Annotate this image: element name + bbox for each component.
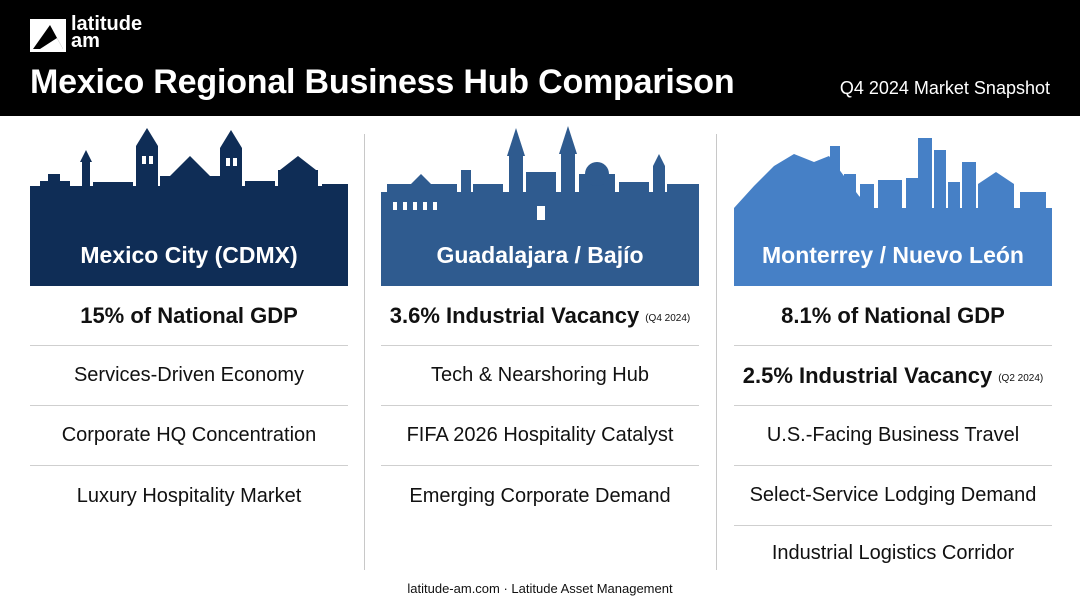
hub-feature-row: FIFA 2026 Hospitality Catalyst [381, 406, 699, 466]
hub-feature-text: Tech & Nearshoring Hub [431, 364, 649, 386]
hub-feature-row: Select-Service Lodging Demand [734, 466, 1052, 526]
hub-column-monterrey: Monterrey / Nuevo León 8.1% of National … [734, 126, 1052, 580]
hub-feature-text: Industrial Logistics Corridor [771, 541, 1015, 564]
hub-name-banner: Mexico City (CDMX) [30, 224, 348, 286]
monterrey-skyline-icon [734, 138, 1052, 224]
hub-feature-text: Select-Service Lodging Demand [749, 484, 1037, 506]
hub-feature-row: U.S.-Facing Business Travel [734, 406, 1052, 466]
hub-column-guadalajara: Guadalajara / Bajío 3.6% Industrial Vaca… [381, 126, 699, 526]
hub-feature-text: Luxury Hospitality Market [76, 484, 302, 507]
hub-metric-text: 8.1% of National GDP [781, 302, 1005, 328]
hub-metric-row: 8.1% of National GDP [734, 286, 1052, 346]
mexico-city-skyline-icon [30, 128, 348, 224]
hub-metric-text: 3.6% Industrial Vacancy [389, 302, 640, 328]
column-divider [364, 134, 365, 570]
hub-metric-row: 15% of National GDP [30, 286, 348, 346]
brand-line-2: am [71, 30, 100, 52]
brand-logo: latitude am [30, 13, 180, 56]
hub-feature-row: Corporate HQ Concentration [30, 406, 348, 466]
hub-feature-text: Emerging Corporate Demand [409, 484, 671, 507]
hub-feature-row: Luxury Hospitality Market [30, 466, 348, 526]
page-subtitle: Q4 2024 Market Snapshot [839, 78, 1050, 98]
header-bar: latitude am Mexico Regional Business Hub… [0, 0, 1080, 116]
guadalajara-skyline-icon [381, 126, 699, 224]
hub-feature-text: Services-Driven Economy [73, 364, 305, 386]
page-title: Mexico Regional Business Hub Comparison [30, 63, 735, 101]
hub-feature-text: U.S.-Facing Business Travel [766, 424, 1020, 446]
hub-column-cdmx: Mexico City (CDMX) 15% of National GDP S… [30, 126, 348, 526]
brand-wordmark: latitude am [71, 13, 143, 52]
hub-name-banner: Monterrey / Nuevo León [734, 224, 1052, 286]
hub-feature-row: Industrial Logistics Corridor [734, 526, 1052, 580]
hub-metric-text: 15% of National GDP [80, 302, 298, 328]
hub-feature-row: Tech & Nearshoring Hub [381, 346, 699, 406]
brand-line-1: latitude [71, 13, 143, 35]
hub-metric-row: 2.5% Industrial Vacancy (Q2 2024) [734, 346, 1052, 406]
hub-feature-text: Corporate HQ Concentration [61, 424, 317, 446]
hub-feature-text: FIFA 2026 Hospitality Catalyst [406, 424, 674, 446]
hub-name-banner: Guadalajara / Bajío [381, 224, 699, 286]
hub-feature-row: Services-Driven Economy [30, 346, 348, 406]
hub-metric-row: 3.6% Industrial Vacancy (Q4 2024) [381, 286, 699, 346]
hub-metric-text: 2.5% Industrial Vacancy [742, 362, 993, 388]
column-divider [716, 134, 717, 570]
hub-metric-note: (Q2 2024) [998, 373, 1044, 384]
hub-metric-note: (Q4 2024) [645, 313, 691, 324]
hub-feature-row: Emerging Corporate Demand [381, 466, 699, 526]
latitude-logo-icon [30, 19, 66, 52]
footer-text: latitude-am.com · Latitude Asset Managem… [407, 581, 673, 596]
